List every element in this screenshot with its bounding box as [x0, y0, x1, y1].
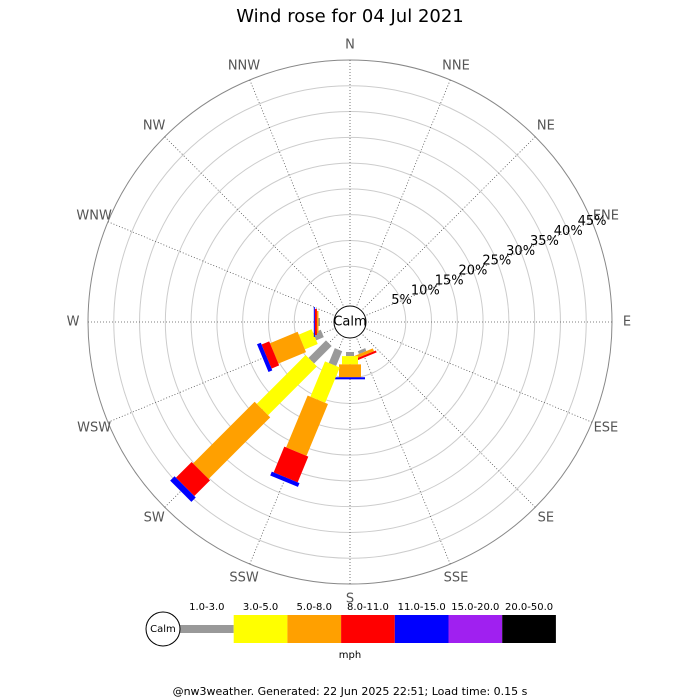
direction-label: SSW — [229, 570, 259, 585]
bar-segment — [310, 361, 340, 403]
chart-title: Wind rose for 04 Jul 2021 — [236, 6, 464, 27]
r-tick-label: 30% — [506, 244, 535, 259]
direction-label: NW — [143, 119, 166, 134]
direction-label: WNW — [76, 208, 112, 223]
r-tick-label: 40% — [554, 224, 583, 239]
direction-label: S — [346, 592, 354, 607]
r-tick-label: 10% — [411, 283, 440, 298]
direction-label: SW — [144, 510, 165, 525]
bar-segment — [170, 476, 196, 502]
bar-segment — [351, 350, 377, 363]
grid-ring — [164, 136, 536, 508]
bar-segment — [175, 461, 211, 497]
legend-swatch — [233, 615, 288, 643]
legend-label: 5.0-8.0 — [297, 602, 332, 613]
bar-segment — [314, 309, 317, 335]
legend-unit: mph — [339, 650, 361, 661]
bar-segment — [357, 348, 367, 355]
grid-ring — [216, 188, 484, 456]
bar-segment — [270, 471, 300, 487]
r-tick-label: 5% — [391, 293, 412, 308]
bar-segment — [313, 307, 315, 337]
bar-segment — [316, 311, 319, 333]
direction-label: NE — [537, 119, 555, 134]
bar-segment — [335, 377, 365, 380]
bar-segment — [346, 352, 354, 357]
r-tick-label: 45% — [578, 214, 607, 229]
direction-label: SSE — [444, 570, 469, 585]
bar-segment — [342, 356, 358, 365]
bar-segment — [269, 331, 307, 364]
legend-swatch — [180, 625, 234, 633]
bar-segment — [318, 318, 321, 326]
bar-segment — [261, 341, 280, 369]
direction-label: ESE — [594, 421, 619, 436]
direction-label: ENE — [593, 208, 619, 223]
legend-calm-circle — [145, 611, 181, 647]
bar-segment — [286, 395, 328, 456]
bar-segment — [273, 446, 309, 483]
r-tick-label: 15% — [435, 273, 464, 288]
bar-segment — [328, 348, 343, 367]
legend-swatch — [341, 615, 395, 643]
bar-segment — [257, 342, 273, 373]
legend-label: 1.0-3.0 — [189, 602, 224, 613]
direction-label: W — [67, 315, 80, 330]
legend-swatch — [448, 615, 503, 643]
legend-label: 11.0-15.0 — [398, 602, 446, 613]
legend-swatch — [502, 615, 556, 643]
direction-label: WSW — [77, 421, 111, 436]
direction-label: NNW — [228, 59, 260, 74]
calm-circle — [333, 305, 367, 339]
legend-label: 15.0-20.0 — [451, 602, 499, 613]
grid-ring — [190, 162, 510, 482]
bar-segment — [193, 401, 271, 479]
legend-label: 8.0-11.0 — [347, 602, 389, 613]
r-tick-label: 25% — [482, 254, 511, 269]
grid-ring — [242, 214, 458, 430]
direction-label: N — [345, 38, 355, 53]
legend-swatch — [287, 615, 342, 643]
r-tick-label: 20% — [459, 264, 488, 279]
bar-segment — [308, 340, 332, 364]
r-tick-label: 35% — [530, 234, 559, 249]
legend-calm-label: Calm — [150, 624, 176, 635]
calm-label: Calm — [333, 315, 366, 330]
bar-segment — [339, 364, 361, 378]
direction-label: SE — [538, 510, 554, 525]
direction-label: NNE — [442, 59, 470, 74]
grid-ring — [113, 85, 587, 559]
direction-label: E — [623, 315, 631, 330]
legend-label: 20.0-50.0 — [505, 602, 553, 613]
bar-segment — [298, 329, 318, 350]
legend-label: 3.0-5.0 — [243, 602, 278, 613]
bar-segment — [256, 355, 317, 416]
legend-swatch — [394, 615, 449, 643]
footer: @nw3weather. Generated: 22 Jun 2025 22:5… — [173, 685, 528, 698]
